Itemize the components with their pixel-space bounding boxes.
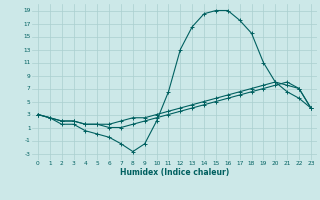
X-axis label: Humidex (Indice chaleur): Humidex (Indice chaleur) <box>120 168 229 177</box>
